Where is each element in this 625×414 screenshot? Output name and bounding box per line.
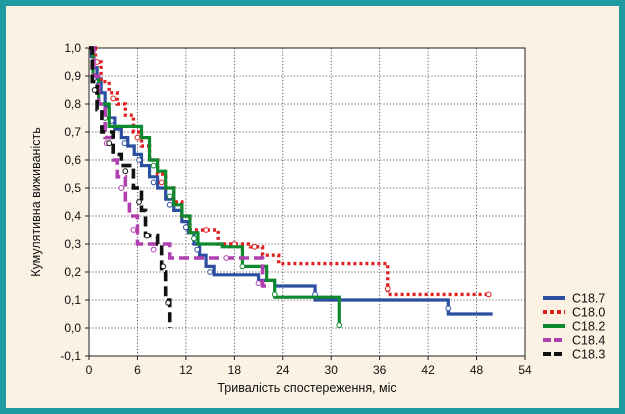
censored-point [158, 179, 165, 186]
y-tick-label: 0,6 [64, 153, 81, 167]
series-C18-0 [89, 46, 492, 298]
legend-label: C18.2 [572, 320, 605, 334]
series-line [89, 46, 172, 328]
censored-point [271, 291, 278, 298]
x-tick-label: 36 [373, 363, 387, 377]
censored-point [118, 185, 125, 191]
legend-label: C18.0 [572, 306, 605, 320]
y-tick-label: 0,8 [64, 97, 81, 111]
x-tick-label: 30 [325, 363, 339, 377]
censored-point [191, 235, 197, 242]
x-tick-label: 54 [518, 363, 532, 377]
y-tick-label: 0,2 [64, 265, 81, 279]
censored-point [136, 199, 142, 205]
censored-point [166, 193, 173, 200]
y-axis-label: Кумулятивна виживаність [29, 127, 43, 276]
series-group [89, 46, 493, 329]
censored-point [165, 299, 172, 306]
censored-point [336, 322, 343, 329]
x-axis-label: Тривалість спостереження, міс [217, 381, 396, 395]
censored-point [485, 291, 492, 298]
legend-label: C18.4 [572, 334, 605, 348]
y-tick-label: 0,3 [64, 237, 81, 251]
censored-point [239, 263, 246, 270]
censored-point [130, 227, 137, 233]
x-tick-label: 18 [228, 363, 242, 377]
censored-point [121, 140, 128, 147]
y-tick-label: 0,7 [64, 125, 81, 139]
series-C18-2 [89, 46, 343, 329]
y-tick-label: 0,9 [64, 69, 81, 83]
censored-point [203, 227, 209, 233]
y-tick-label: 0,1 [64, 293, 81, 307]
censored-point [134, 134, 141, 141]
legend-label: C18.3 [572, 348, 605, 362]
x-tick-label: 6 [134, 363, 141, 377]
y-tick-label: 1,0 [64, 41, 81, 55]
censored-point [384, 285, 391, 292]
censored-point [255, 280, 262, 287]
censored-point [110, 95, 117, 102]
y-axis-ticks: -0,1 0,0 0,1 0,2 0,3 0,4 0,5 0,6 0,7 0,8 0,9 1,0 [60, 41, 89, 363]
censored-point [150, 246, 157, 253]
x-tick-label: 12 [179, 363, 193, 377]
censored-point [445, 305, 452, 312]
censored-point [150, 162, 157, 169]
censored-point [136, 157, 142, 163]
series-line [89, 46, 493, 316]
y-tick-label: 0,4 [64, 209, 81, 223]
series-C18-3 [89, 46, 172, 328]
censored-point [251, 243, 258, 250]
censored-point [182, 224, 189, 231]
x-tick-label: 42 [421, 363, 435, 377]
censored-point [106, 140, 113, 147]
y-tick-label: 0,0 [64, 321, 81, 335]
x-tick-label: 0 [86, 363, 93, 377]
censored-point [91, 87, 98, 93]
y-tick-label: 0,5 [64, 181, 81, 195]
legend-label: C18.7 [572, 292, 605, 306]
series-line [89, 46, 267, 288]
series-line [89, 46, 489, 297]
censored-point [144, 232, 151, 239]
plot-area [88, 47, 526, 357]
x-axis-ticks: 0 6 12 18 24 30 36 42 48 54 [86, 356, 532, 377]
series-line [89, 46, 341, 328]
censored-point [150, 179, 157, 186]
grid-lines [89, 48, 525, 356]
censored-point [194, 246, 201, 253]
x-tick-label: 24 [276, 363, 290, 377]
censored-point [160, 263, 167, 270]
censored-point [223, 255, 230, 261]
y-tick-label: -0,1 [60, 349, 81, 363]
censored-point [122, 168, 129, 175]
x-tick-label: 48 [470, 363, 484, 377]
censored-point [166, 201, 173, 208]
censored-point [207, 269, 214, 275]
